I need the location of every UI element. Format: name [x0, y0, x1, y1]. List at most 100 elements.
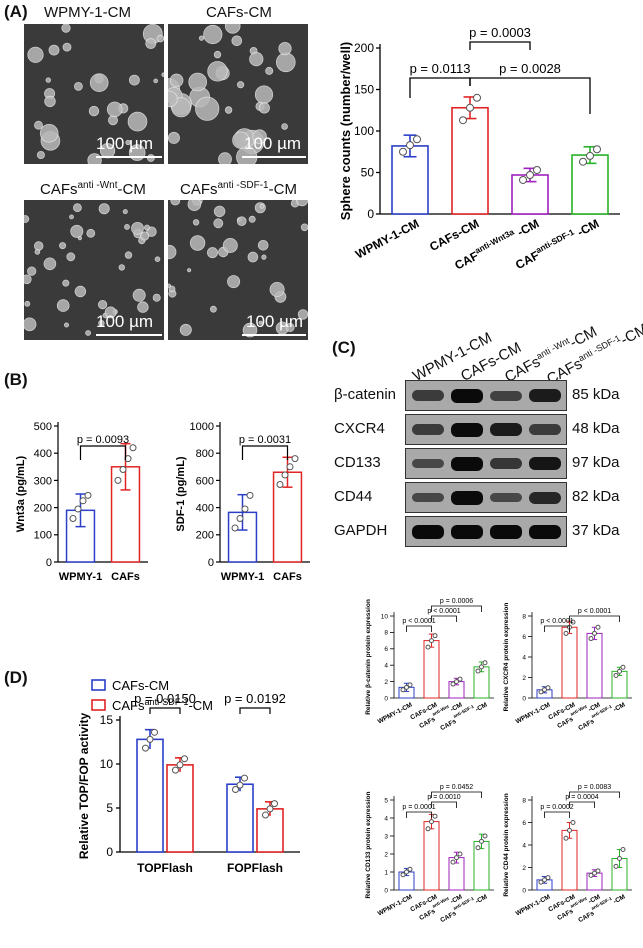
data-point [620, 847, 626, 852]
p-value-label: p = 0.0002 [540, 804, 573, 811]
wb-band [412, 524, 444, 539]
wb-kda-label: 97 kDa [572, 454, 620, 471]
data-point [450, 859, 456, 865]
data-point [538, 879, 544, 885]
data-point [567, 827, 572, 833]
data-point [595, 868, 601, 874]
y-tick-label: 50 [361, 166, 375, 180]
wb-blot-strip [405, 516, 567, 547]
y-tick-label: 2 [384, 851, 388, 858]
data-point [114, 476, 122, 484]
data-point [231, 524, 239, 532]
scale-bar [96, 156, 162, 158]
chart-top-fop: CAFs-CM CAFsanti-SDF-1-CM Relative TOP/FOP… [77, 678, 300, 875]
data-point [563, 630, 569, 636]
y-tick-label: 2 [522, 865, 526, 872]
data-point [84, 491, 92, 499]
data-point [236, 514, 244, 522]
data-point [241, 774, 248, 782]
data-point [74, 505, 82, 513]
data-point [241, 505, 249, 513]
micrograph-label: CAFsanti -Wnt-CM [40, 180, 146, 198]
y-tick-label: 300 [34, 475, 52, 487]
significance-bracket [544, 625, 570, 632]
wb-band [529, 524, 561, 539]
data-point [450, 681, 456, 687]
p-value-label: p = 0.0083 [578, 784, 611, 791]
wb-band [529, 491, 561, 504]
y-axis-label: SDF-1 (pg/mL) [175, 456, 187, 531]
bar [166, 764, 194, 853]
y-axis-label: Relative TOP/FOP activity [77, 713, 91, 860]
x-tick-label: WPMY-1-CM [377, 894, 414, 918]
wb-band [451, 524, 483, 539]
p-value-label: p = 0.0093 [77, 434, 129, 446]
y-tick-label: 0 [384, 695, 388, 702]
significance-bracket [569, 801, 595, 808]
y-tick-label: 5 [384, 797, 388, 804]
y-tick-label: 2 [522, 675, 526, 682]
data-point [617, 856, 622, 861]
y-axis-label: Wnt3a (pg/mL) [15, 455, 27, 532]
data-point [281, 471, 289, 479]
y-tick-label: 10 [100, 757, 114, 771]
data-point [482, 833, 488, 839]
significance-bracket [79, 445, 127, 460]
y-tick-label: 600 [196, 475, 214, 487]
data-point [542, 687, 547, 693]
wb-band [412, 492, 444, 503]
y-tick-label: 5 [106, 801, 113, 815]
y-tick-label: 6 [384, 646, 388, 653]
y-tick-label: 200 [34, 502, 52, 514]
data-point [613, 672, 619, 678]
y-tick-label: 0 [46, 557, 52, 569]
wb-band [412, 390, 444, 401]
y-tick-label: 400 [34, 448, 52, 460]
wb-blot-strip [405, 414, 567, 445]
data-point [176, 761, 184, 769]
significance-bracket [431, 605, 482, 612]
data-point [457, 851, 463, 857]
y-tick-label: 8 [384, 630, 388, 637]
y-tick-label: 15 [100, 713, 114, 727]
data-point [620, 664, 626, 670]
data-point [617, 668, 622, 674]
scale-bar-label: 100 µm [96, 312, 154, 331]
legend-swatch [91, 699, 106, 711]
data-point [538, 689, 544, 695]
chart-cd133-quant: Relative CD133 protein expression 0 1 2 3 4 5 W… [365, 784, 494, 924]
data-point [79, 497, 87, 505]
data-point [459, 116, 467, 125]
wb-blot-strip [405, 448, 567, 479]
data-point [457, 676, 463, 682]
micrograph-label: CAFs-CM [206, 4, 272, 21]
data-point [413, 135, 421, 144]
scale-bar-label: 100 µm [244, 134, 302, 153]
x-tick-label: WPMY-1-CM [377, 702, 414, 726]
y-tick-label: 100 [34, 530, 52, 542]
y-tick-label: 0 [384, 887, 388, 894]
micrograph-label: CAFsanti -SDF-1-CM [180, 180, 297, 198]
wb-kda-label: 37 kDa [572, 522, 620, 539]
y-axis-label: Relative β-catenin protein expression [365, 599, 372, 715]
bar [423, 640, 440, 699]
data-point [271, 800, 278, 808]
data-point [570, 820, 576, 825]
data-point [595, 624, 601, 630]
y-tick-label: 0 [522, 695, 526, 702]
data-point [473, 93, 481, 102]
x-tick-label: WPMY-1-CM [515, 702, 552, 726]
wb-band [529, 389, 561, 402]
data-point [246, 491, 254, 499]
y-tick-label: 6 [522, 634, 526, 641]
y-tick-label: 200 [354, 41, 374, 55]
significance-bracket [469, 41, 531, 50]
wb-kda-label: 48 kDa [572, 420, 620, 437]
data-point [466, 103, 474, 112]
panel-label-a: (A) [4, 2, 28, 21]
data-point [432, 633, 438, 639]
data-point [586, 151, 594, 160]
data-point [69, 514, 77, 522]
data-point [429, 638, 434, 644]
y-tick-label: 150 [354, 83, 374, 97]
